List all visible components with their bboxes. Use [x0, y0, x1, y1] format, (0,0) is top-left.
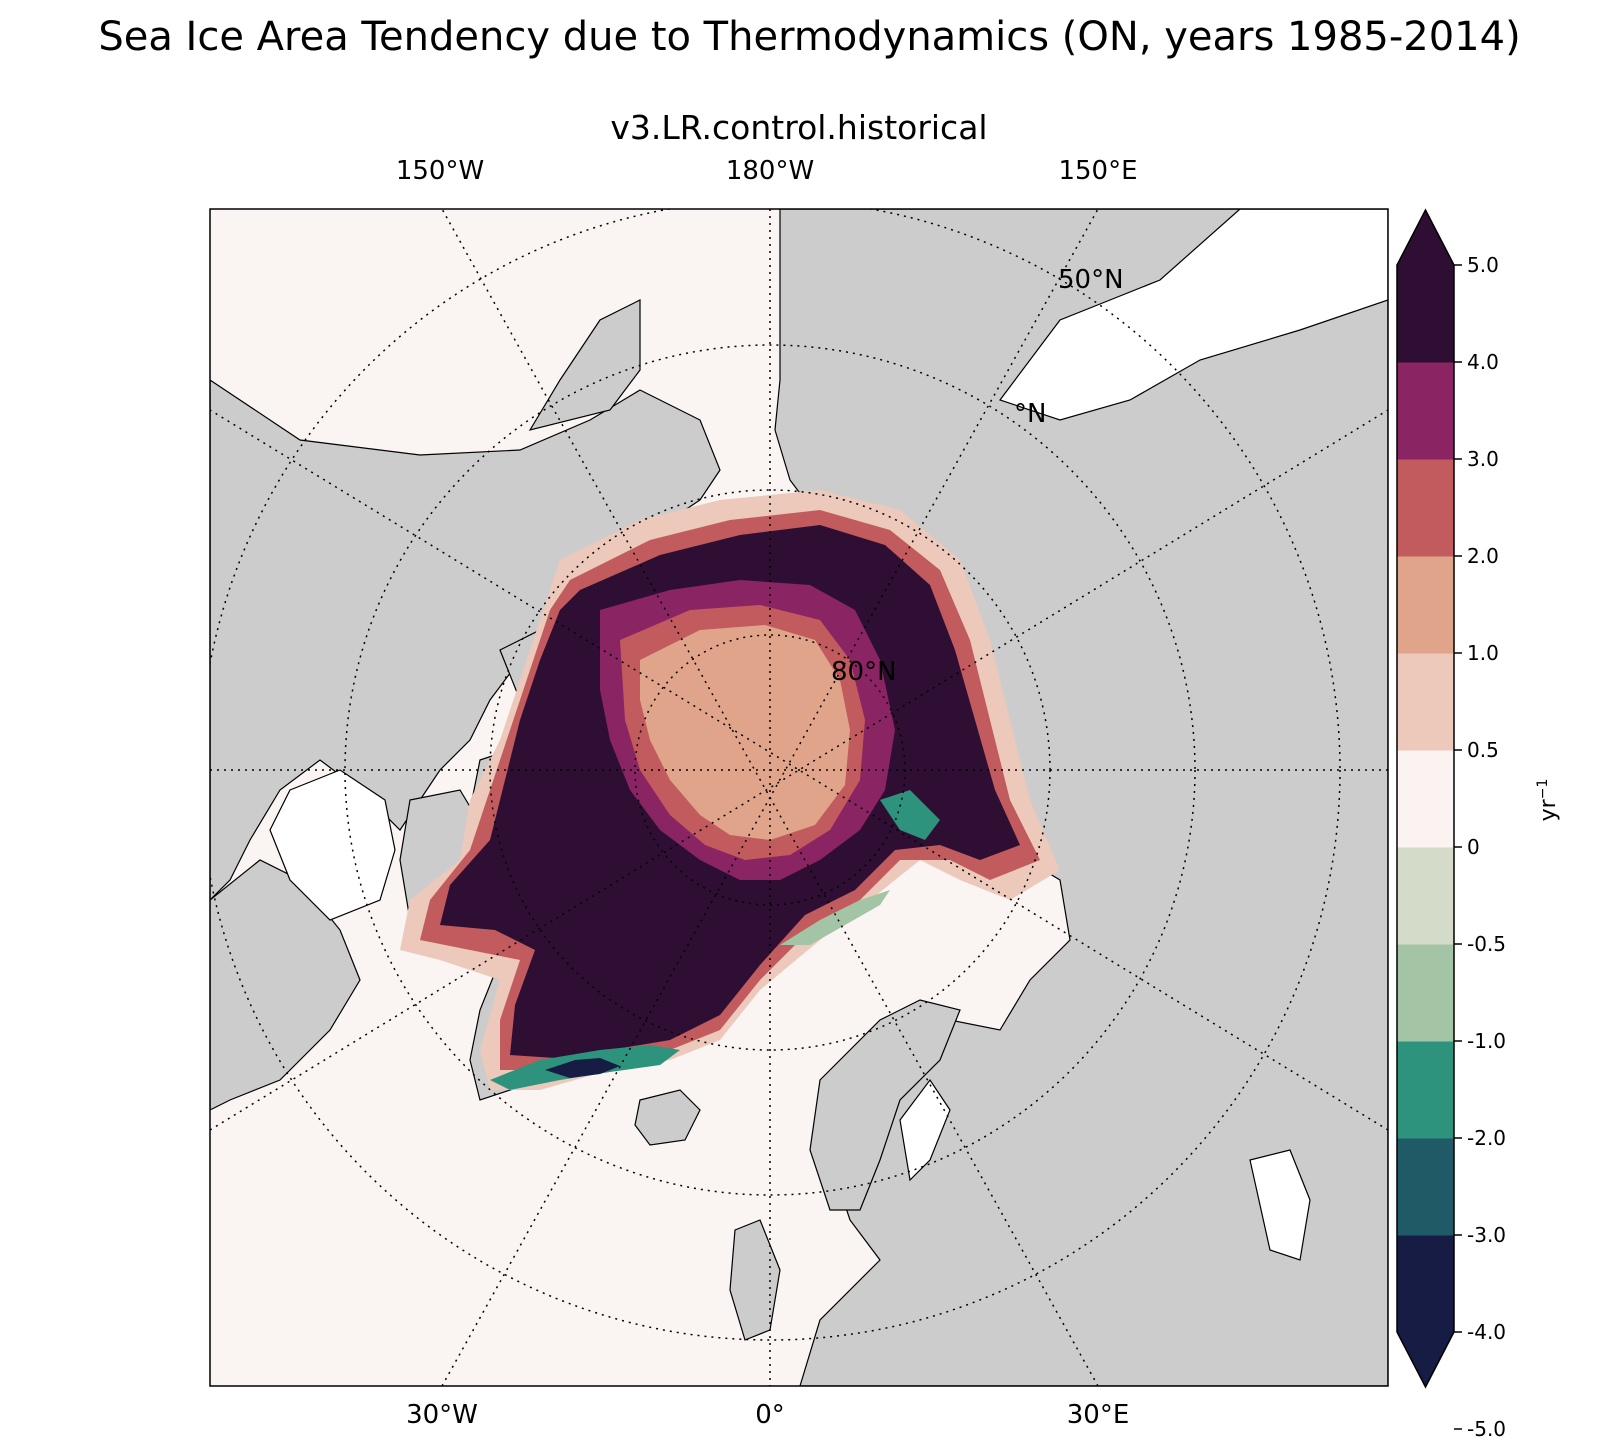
okhotsk-sea-water	[999, 209, 1388, 421]
ice-contour-negative-rim-svalbard	[880, 790, 940, 840]
colorbar-tick-label: 0.5	[1467, 738, 1499, 762]
colorbar-segment	[1397, 750, 1454, 848]
hudson-bay-water	[269, 769, 396, 921]
lon-label-30e-bottom: 30°E	[1066, 1400, 1130, 1430]
quebec-land	[210, 859, 361, 1111]
lat-label-partial: °N	[1014, 399, 1046, 429]
colorbar-tick-label: 1.0	[1467, 641, 1499, 665]
colorbar-extend-min	[1397, 1332, 1454, 1387]
colorbar-segment	[1397, 653, 1454, 751]
figure-title: Sea Ice Area Tendency due to Thermodynam…	[98, 14, 1521, 60]
colorbar-tick-label: -3.0	[1467, 1223, 1507, 1247]
colorbar-segment	[1397, 1138, 1454, 1236]
lon-label-150e-top: 150°E	[1058, 156, 1138, 186]
colorbar-tick-label: 4.0	[1467, 350, 1499, 374]
caspian-sea-water	[1249, 1149, 1311, 1261]
colorbar-tick-label: -2.0	[1467, 1126, 1507, 1150]
scandinavia-land	[809, 999, 961, 1211]
colorbar-segment	[1397, 556, 1454, 654]
lon-label-30w-bottom: 30°W	[406, 1400, 478, 1430]
colorbar-tick-label: 5.0	[1467, 253, 1499, 277]
meridian-30w-150e	[441, 209, 1099, 1386]
colorbar-segment	[1397, 265, 1454, 363]
colorbar-tick-label: 2.0	[1467, 544, 1499, 568]
colorbar-segment	[1397, 944, 1454, 1042]
ice-tendency-field	[400, 490, 1060, 1090]
ice-contour-strong-negative-rim	[545, 1058, 620, 1078]
colorbar-tick-label: -5.0	[1467, 1417, 1507, 1441]
colorbar-tick-label: -1.0	[1467, 1029, 1507, 1053]
colorbar-segment	[1397, 1041, 1454, 1139]
colorbar-unit-label: yr−1	[1534, 778, 1562, 822]
colorbar-segment	[1397, 847, 1454, 945]
baltic-sea-water	[899, 1078, 951, 1182]
colorbar	[1396, 208, 1462, 1430]
colorbar-tick-label: -4.0	[1467, 1320, 1507, 1344]
panel-subtitle: v3.LR.control.historical	[610, 108, 988, 147]
lon-label-180w-top: 180°W	[725, 156, 815, 186]
colorbar-segment	[1397, 1235, 1454, 1333]
lat-label-50n: 50°N	[1058, 265, 1124, 295]
colorbar-tick-label: 3.0	[1467, 447, 1499, 471]
colorbar-tick-label: -0.5	[1467, 932, 1507, 956]
alaska-land	[528, 299, 641, 431]
graticule	[210, 209, 1388, 1386]
lon-label-150w-top: 150°W	[395, 156, 485, 186]
inland-seas	[269, 209, 1388, 1261]
map-panel: 50°N °N 80°N	[210, 209, 1388, 1386]
ice-contour-weak-negative-rim	[780, 890, 890, 945]
iceland-land	[634, 1089, 701, 1146]
lon-label-0-bottom: 0°	[755, 1400, 785, 1430]
colorbar-segment	[1397, 459, 1454, 557]
map-frame	[209, 208, 1389, 1387]
colorbar-extend-max	[1397, 210, 1454, 265]
latitude-circle-60n	[344, 344, 1196, 1196]
colorbar-segment	[1397, 362, 1454, 460]
latitude-circle-50n	[210, 209, 1341, 1341]
colorbar-tick-label: 0	[1467, 835, 1480, 859]
ice-contour-positive-core	[640, 625, 850, 840]
lat-label-80n: 80°N	[831, 657, 897, 687]
